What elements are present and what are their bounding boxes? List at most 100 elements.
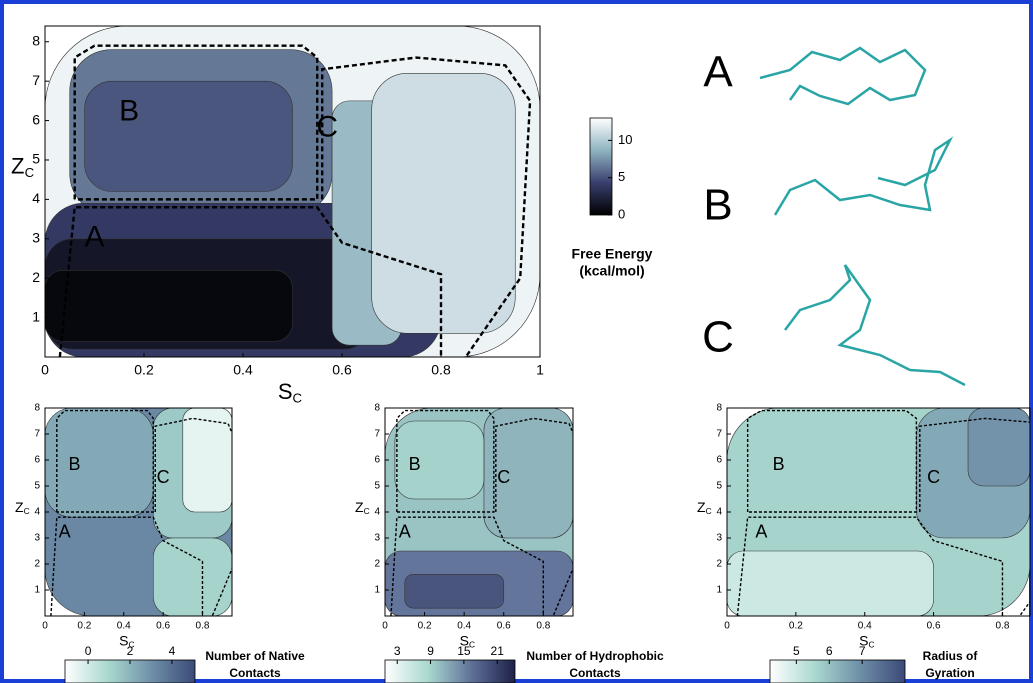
colorbar-tick-label: 9 — [427, 644, 434, 658]
contour-region — [727, 551, 934, 616]
y-tick-label: 7 — [34, 429, 40, 440]
contour-region — [45, 270, 293, 341]
y-tick-label: 5 — [374, 481, 380, 492]
contour-region — [153, 538, 232, 616]
colorbar-label: Radius of — [923, 649, 979, 663]
structure-label: A — [703, 48, 733, 97]
y-tick-label: 8 — [32, 32, 40, 48]
x-tick-label: 1 — [536, 362, 544, 378]
colorbar-tick-label: 15 — [457, 644, 471, 658]
y-tick-label: 6 — [374, 455, 380, 466]
contour-region — [405, 574, 504, 608]
colorbar-tick-label: 2 — [127, 644, 134, 658]
y-tick-label: 7 — [716, 429, 722, 440]
y-tick-label: 1 — [716, 585, 722, 596]
x-tick-label: 0.8 — [536, 621, 550, 632]
y-tick-label: 6 — [32, 111, 40, 127]
colorbar — [590, 118, 612, 215]
y-tick-label: 4 — [34, 507, 40, 518]
x-tick-label: 0.6 — [332, 362, 352, 378]
y-tick-label: 7 — [32, 72, 40, 88]
y-tick-label: 1 — [32, 308, 40, 324]
colorbar — [385, 660, 515, 683]
colorbar-tick-label: 0 — [618, 206, 625, 221]
x-tick-label: 0.6 — [927, 621, 941, 632]
colorbar-tick-label: 0 — [85, 644, 92, 658]
x-axis-label-sub: C — [869, 640, 875, 650]
y-tick-label: 6 — [716, 455, 722, 466]
region-label: B — [119, 95, 139, 128]
y-tick-label: 7 — [374, 429, 380, 440]
y-axis-label: Z — [697, 499, 706, 515]
y-tick-label: 1 — [34, 585, 40, 596]
x-tick-label: 0.8 — [431, 362, 451, 378]
colorbar-tick-label: 3 — [394, 644, 401, 658]
x-tick-label: 0 — [41, 362, 49, 378]
x-tick-label: 0.4 — [457, 621, 471, 632]
y-tick-label: 5 — [34, 481, 40, 492]
plot-area — [45, 26, 540, 357]
colorbar-tick-label: 5 — [618, 169, 625, 184]
y-tick-label: 3 — [32, 229, 40, 245]
colorbar-label: Contacts — [569, 666, 621, 680]
region-label: A — [399, 522, 411, 542]
colorbar-tick-label: 21 — [491, 644, 505, 658]
x-tick-label: 0 — [382, 621, 388, 632]
y-tick-label: 3 — [34, 533, 40, 544]
y-axis-label-sub: C — [25, 165, 35, 180]
colorbar-tick-label: 5 — [793, 644, 800, 658]
y-tick-label: 8 — [374, 403, 380, 414]
x-tick-label: 0.8 — [996, 621, 1010, 632]
contour-region — [45, 408, 153, 517]
plot-area — [45, 408, 238, 616]
x-tick-label: 0.4 — [117, 621, 131, 632]
colorbar-label: Gyration — [925, 666, 974, 680]
y-tick-label: 8 — [716, 403, 722, 414]
region-label: C — [157, 467, 170, 487]
region-label: C — [316, 110, 338, 143]
figure: A B C 00.20.40.60.8112345678SCZCABC0510F… — [0, 0, 1033, 683]
x-tick-label: 0.4 — [858, 621, 872, 632]
x-tick-label: 0 — [42, 621, 48, 632]
y-tick-label: 8 — [34, 403, 40, 414]
region-label: B — [69, 454, 81, 474]
region-label: B — [773, 454, 785, 474]
colorbar-label: Free Energy — [572, 246, 653, 262]
colorbar-tick-label: 7 — [859, 644, 866, 658]
y-axis-label-sub: C — [706, 506, 712, 516]
contour-region — [85, 81, 293, 191]
structure-label: B — [703, 181, 732, 230]
region-label: A — [84, 221, 104, 254]
structure-label: C — [702, 313, 734, 362]
y-tick-label: 2 — [716, 559, 722, 570]
x-tick-label: 0.2 — [789, 621, 803, 632]
region-label: A — [755, 522, 767, 542]
y-tick-label: 4 — [32, 190, 40, 206]
x-axis-label-sub: C — [293, 390, 303, 405]
colorbar-tick-label: 4 — [169, 644, 176, 658]
x-tick-label: 0.2 — [77, 621, 91, 632]
contour-region — [372, 73, 516, 333]
y-tick-label: 5 — [716, 481, 722, 492]
x-tick-label: 0.6 — [497, 621, 511, 632]
colorbar-tick-label: 6 — [826, 644, 833, 658]
y-tick-label: 4 — [716, 507, 722, 518]
y-tick-label: 2 — [374, 559, 380, 570]
y-axis-label: Z — [15, 499, 24, 515]
colorbar-label: (kcal/mol) — [579, 263, 644, 279]
region-label: A — [59, 522, 71, 542]
region-label: C — [927, 467, 940, 487]
y-tick-label: 3 — [716, 533, 722, 544]
x-tick-label: 0.6 — [156, 621, 170, 632]
plot-area — [385, 408, 579, 616]
y-axis-label-sub: C — [364, 506, 370, 516]
y-axis-label-sub: C — [24, 506, 30, 516]
colorbar-label: Number of Native — [205, 649, 305, 663]
colorbar-label: Number of Hydrophobic — [526, 649, 664, 663]
y-axis-label: Z — [355, 499, 364, 515]
y-tick-label: 3 — [374, 533, 380, 544]
colorbar-tick-label: 10 — [618, 132, 632, 147]
x-tick-label: 0.4 — [233, 362, 253, 378]
x-tick-label: 0.2 — [134, 362, 154, 378]
x-axis-label: S — [278, 379, 293, 404]
